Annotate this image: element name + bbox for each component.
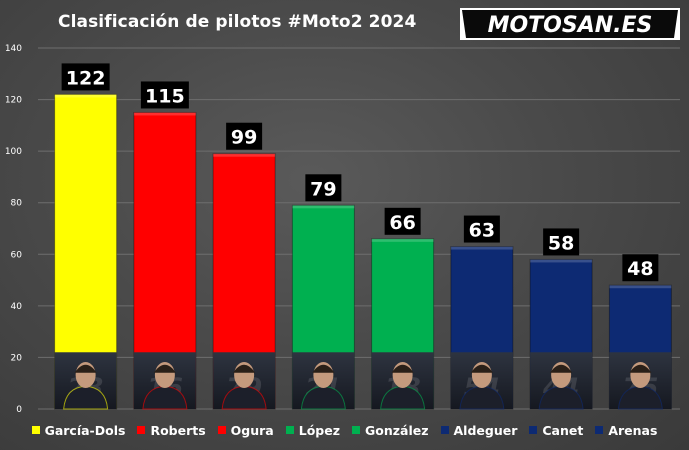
data-label: 79 [310,178,336,200]
data-label: 115 [145,85,185,107]
y-tick-label: 40 [11,302,23,312]
data-label: 122 [66,67,106,89]
logo-text: MOTOSAN.ES [488,13,653,38]
data-label: 99 [231,127,257,149]
logo-plate [462,10,678,38]
chart-title: Clasificación de pilotos #Moto2 2024 [58,12,417,32]
data-label: 48 [627,258,653,280]
data-label-box [140,81,189,109]
motosan-logo: MOTOSAN.ES [460,8,680,40]
legend-swatch [595,426,604,434]
bar-highlight [450,246,513,250]
bar-highlight [54,94,117,98]
data-label: 63 [469,220,495,242]
rider-hair [74,364,97,373]
rider-hair [391,364,414,373]
legend-swatch [529,426,538,434]
rider-hair [470,364,493,373]
bar-highlight [609,285,672,289]
legend-label: López [298,422,340,438]
rider-hair [233,364,256,373]
legend-swatch [285,426,294,434]
legend: García-Dols Roberts Ogura López González Alde… [0,420,689,440]
rider-photo: 18 [371,352,434,410]
rider-photo: 16 [133,352,196,410]
y-tick-label: 0 [16,405,22,415]
rider-hair [153,364,176,373]
y-axis-ticks: 0 20 40 60 80 100 120 140 [5,44,22,415]
bar-highlight [292,205,355,209]
rider-hair [312,364,335,373]
y-tick-label: 140 [5,44,22,54]
data-labels: 122 115 99 79 66 63 58 48 [61,63,659,282]
legend-label: González [365,422,429,438]
legend-item: Aldeguer [440,422,518,438]
legend-item: Roberts [137,422,206,438]
legend-swatch [352,426,360,434]
rider-photos: 23 16 79 21 18 54 44 75 [54,352,672,410]
rider-hair [550,364,573,373]
rider-photo: 23 [54,352,117,410]
y-tick-label: 100 [5,147,22,157]
legend-label: Roberts [150,422,206,438]
legend-swatch [440,426,449,434]
bar-highlight [530,259,593,263]
y-tick-label: 120 [5,96,22,106]
rider-photo: 44 [530,352,593,410]
y-tick-label: 60 [11,250,23,260]
data-label-box [226,122,263,150]
rider-photo: 75 [609,352,672,410]
legend-label: García-Dols [44,422,126,438]
legend-label: Ogura [230,422,274,438]
data-label-box [463,215,500,243]
rider-photo: 21 [292,352,355,410]
bar-highlight [213,153,276,157]
legend-label: Canet [542,422,584,438]
y-tick-label: 20 [11,353,23,363]
legend-swatch [217,426,226,434]
bar-highlight [371,238,434,242]
legend-swatch [31,426,40,434]
rider-hair [629,364,652,373]
legend-item: González [352,423,429,438]
bar-highlight [133,112,196,116]
data-label: 58 [548,232,574,254]
legend-swatch [137,426,146,434]
legend-item: López [285,422,340,438]
legend-label: Aldeguer [453,422,518,438]
legend-item: Arenas [595,423,657,438]
legend-item: García-Dols [31,422,126,438]
legend-item: Canet [529,423,583,438]
rider-photo: 79 [213,352,276,410]
y-tick-label: 80 [11,199,23,209]
data-label: 66 [389,212,415,234]
rider-photo: 54 [450,352,513,410]
legend-label: Arenas [608,422,658,438]
data-label-box [384,207,421,235]
legend-item: Ogura [217,422,274,438]
data-label-box [543,228,580,256]
data-label-box [622,254,659,282]
data-label-box [305,174,342,202]
data-label-box [61,63,110,91]
